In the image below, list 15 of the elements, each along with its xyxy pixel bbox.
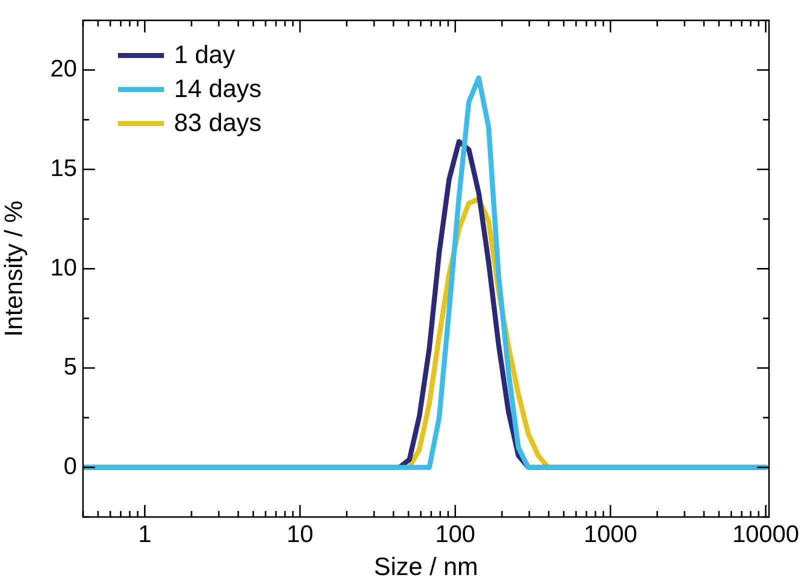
- x-axis-title: Size / nm: [374, 552, 478, 581]
- y-tick-label: 15: [50, 155, 77, 182]
- y-axis-title: Intensity / %: [0, 200, 28, 337]
- x-tick-label: 1000: [584, 521, 638, 548]
- y-tick-label: 5: [64, 354, 77, 381]
- legend-label: 1 day: [174, 40, 236, 71]
- y-tick-label: 0: [64, 452, 77, 480]
- legend-label: 14 days: [174, 74, 262, 105]
- x-tick-label: 10: [286, 521, 314, 548]
- x-tick-label: 1: [138, 521, 152, 548]
- x-tick-label: 100: [435, 521, 476, 548]
- x-tick-label: 10000: [732, 521, 800, 548]
- y-tick-label: 20: [50, 56, 77, 83]
- legend-label: 83 days: [174, 108, 262, 139]
- y-tick-label: 10: [50, 254, 77, 282]
